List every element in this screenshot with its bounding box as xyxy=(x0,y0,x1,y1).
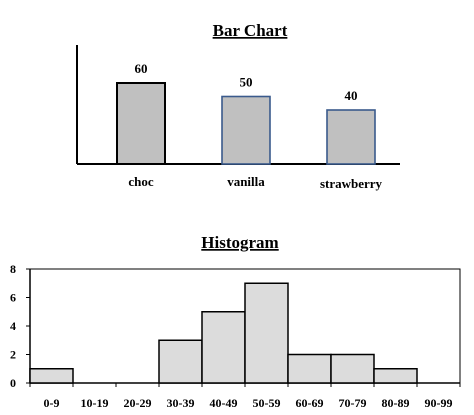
histogram-x-tick-label-20-29: 20-29 xyxy=(124,396,152,410)
histogram: Histogram 0-9 10-19 20-29 30-39 40-49 50-59 60… xyxy=(10,233,461,410)
bar-vanilla xyxy=(221,95,271,165)
histogram-x-tick-label-40-49: 40-49 xyxy=(210,396,238,410)
histogram-y-tick-label-2: 2 xyxy=(10,348,16,362)
histogram-x-tick-label-10-19: 10-19 xyxy=(81,396,109,410)
histogram-title: Histogram xyxy=(201,233,278,252)
histogram-bar-70-79 xyxy=(330,353,375,384)
bar-value-label-choc: 60 xyxy=(135,61,148,76)
bar-strawberry xyxy=(326,109,376,165)
bar-value-label-strawberry: 40 xyxy=(345,88,358,103)
histogram-bar-40-49 xyxy=(201,311,246,384)
histogram-x-tick-label-0-9: 0-9 xyxy=(44,396,60,410)
histogram-bar-60-69 xyxy=(287,353,332,384)
histogram-bar-30-39 xyxy=(158,339,203,384)
histogram-x-tick-label-60-69: 60-69 xyxy=(296,396,324,410)
bar-chart: Bar Chart 60 choc 50 vanilla 40 strawberry xyxy=(76,21,400,191)
bar-chart-title: Bar Chart xyxy=(213,21,288,40)
histogram-x-tick-label-90-99: 90-99 xyxy=(425,396,453,410)
bar-choc xyxy=(116,82,166,165)
bar-value-label-vanilla: 50 xyxy=(240,75,253,90)
bar-chart-marks: 60 choc 50 vanilla 40 strawberry xyxy=(116,61,383,191)
histogram-y-tick-label-6: 6 xyxy=(10,291,16,305)
histogram-x-tick-label-30-39: 30-39 xyxy=(167,396,195,410)
bar-category-label-choc: choc xyxy=(128,174,154,189)
histogram-marks: 0-9 10-19 20-29 30-39 40-49 50-59 60-69 70-79 80… xyxy=(10,262,461,410)
histogram-y-tick-label-8: 8 xyxy=(10,262,16,276)
histogram-bar-50-59 xyxy=(244,282,289,384)
histogram-bar-80-89 xyxy=(373,368,418,384)
histogram-x-tick-label-70-79: 70-79 xyxy=(339,396,367,410)
histogram-x-tick-label-50-59: 50-59 xyxy=(253,396,281,410)
histogram-y-tick-label-0: 0 xyxy=(10,376,16,390)
histogram-x-tick-label-80-89: 80-89 xyxy=(382,396,410,410)
bar-category-label-vanilla: vanilla xyxy=(227,174,265,189)
histogram-y-tick-label-4: 4 xyxy=(10,319,16,333)
bar-category-label-strawberry: strawberry xyxy=(320,176,383,191)
histogram-bar-0-9 xyxy=(29,368,74,384)
